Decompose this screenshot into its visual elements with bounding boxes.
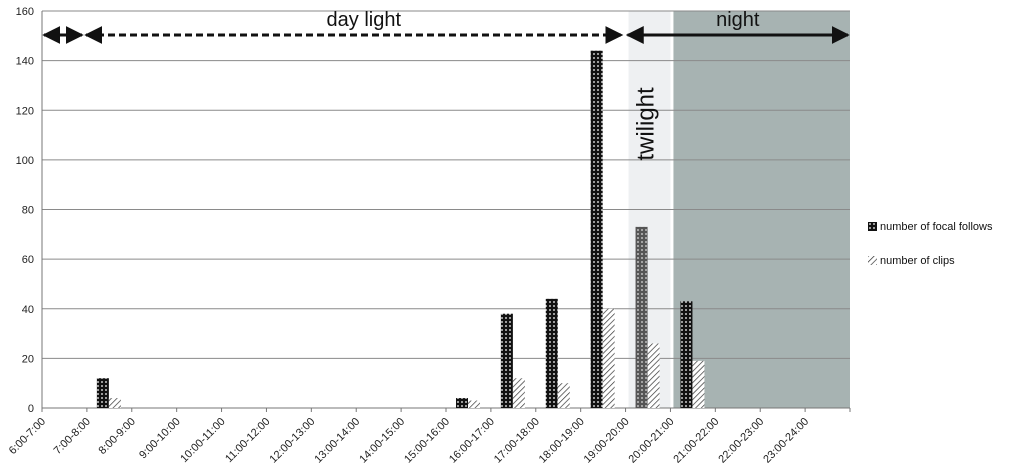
x-tick-label: 6:00-7:00 — [7, 416, 48, 457]
y-tick-label: 40 — [22, 304, 34, 316]
x-tick-label: 19:00-20:00 — [582, 416, 632, 466]
bar-focal-follows — [456, 398, 468, 408]
x-tick-label: 16:00-17:00 — [447, 416, 497, 466]
legend-item-focal-follows: number of focal follows — [868, 218, 993, 235]
x-tick-label: 9:00-10:00 — [137, 416, 183, 462]
legend-label-focal-follows: number of focal follows — [880, 220, 993, 233]
gridlines — [42, 10, 850, 409]
x-tick-label: 14:00-15:00 — [357, 416, 407, 466]
legend: number of focal follows number of clips — [868, 218, 993, 286]
x-tick-label: 20:00-21:00 — [627, 416, 677, 466]
x-tick-label: 17:00-18:00 — [492, 416, 542, 466]
bar-focal-follows — [545, 298, 558, 408]
y-tick-labels: 0 20 40 60 80 100 120 140 160 — [16, 6, 34, 415]
bar-focal-follows — [590, 50, 603, 408]
bar-focal-follows — [500, 313, 513, 408]
bar-clips — [468, 400, 480, 408]
daylight-label: day light — [327, 9, 402, 31]
legend-swatch-clips — [868, 256, 877, 265]
x-tick-label: 12:00-13:00 — [267, 416, 317, 466]
legend-swatch-focal-follows — [868, 222, 877, 231]
x-tick-label: 23:00-24:00 — [761, 416, 811, 466]
bar-focal-follows — [96, 378, 109, 408]
x-tick-label: 15:00-16:00 — [402, 416, 452, 466]
legend-label-clips: number of clips — [880, 254, 955, 267]
axes — [41, 11, 851, 412]
bar-clips — [108, 398, 121, 408]
bar-clips — [557, 383, 570, 408]
annotations: day light night twilight — [42, 9, 850, 161]
x-tick-label: 18:00-19:00 — [537, 416, 587, 466]
y-tick-label: 120 — [16, 105, 34, 117]
x-tick-label: 11:00-12:00 — [223, 416, 272, 465]
x-tick-label: 8:00-9:00 — [97, 416, 138, 457]
y-tick-label: 100 — [16, 155, 34, 167]
x-tick-label: 13:00-14:00 — [312, 416, 362, 466]
bars — [96, 50, 705, 408]
y-tick-label: 0 — [28, 403, 34, 415]
y-tick-label: 60 — [22, 254, 34, 266]
bar-focal-follows — [635, 226, 648, 408]
bar-clips — [602, 308, 615, 408]
bar-focal-follows — [680, 301, 693, 408]
x-tick-labels: 6:00-7:00 7:00-8:00 8:00-9:00 9:00-10:0010:… — [7, 416, 811, 466]
x-tick-label: 7:00-8:00 — [52, 416, 93, 457]
x-tick-label: 10:00-11:00 — [178, 416, 227, 465]
bar-clips — [647, 343, 660, 408]
y-tick-label: 80 — [22, 205, 34, 217]
legend-item-clips: number of clips — [868, 252, 993, 269]
twilight-label: twilight — [633, 87, 660, 161]
night-label: night — [716, 9, 760, 31]
y-tick-label: 160 — [16, 6, 34, 18]
bar-clips — [692, 360, 705, 408]
x-tick-label: 22:00-23:00 — [716, 416, 766, 466]
bar-clips — [512, 378, 525, 408]
y-tick-label: 140 — [16, 56, 34, 68]
y-tick-label: 20 — [22, 353, 34, 365]
x-tick-label: 21:00-22:00 — [671, 416, 721, 466]
